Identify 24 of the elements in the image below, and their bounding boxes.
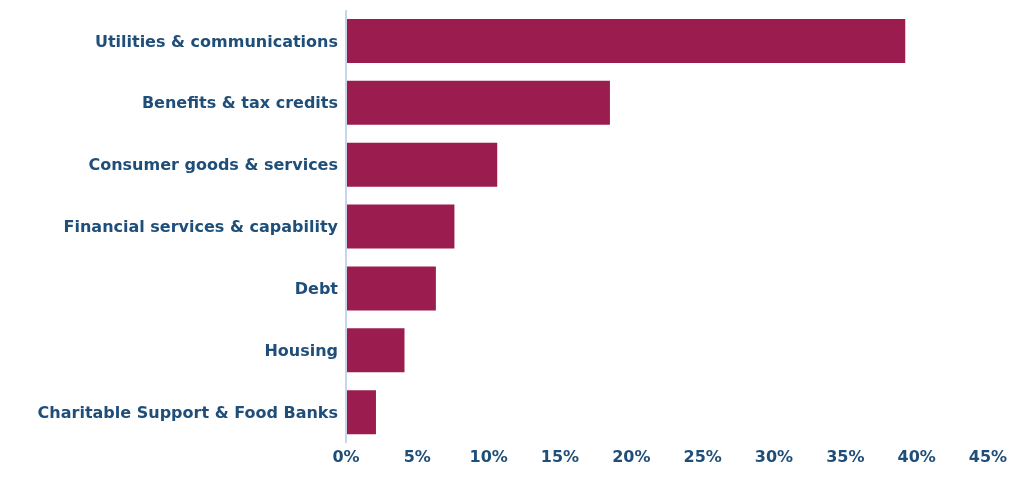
x-tick-label: 35% xyxy=(826,447,865,467)
bar xyxy=(346,204,455,249)
bar xyxy=(346,266,436,311)
x-tick-label: 10% xyxy=(469,447,508,467)
y-tick-label: Charitable Support & Food Banks xyxy=(37,402,338,422)
y-tick-label: Benefits & tax credits xyxy=(141,93,338,113)
x-tick-label: 30% xyxy=(754,447,794,467)
x-tick-label: 20% xyxy=(612,447,651,467)
x-tick-label: 15% xyxy=(540,447,580,467)
x-tick-label: 5% xyxy=(403,447,431,467)
x-tick-label: 25% xyxy=(683,447,722,467)
bar xyxy=(346,80,610,125)
y-tick-label: Financial services & capability xyxy=(63,217,339,237)
y-tick-label: Utilities & communications xyxy=(94,31,338,51)
bar xyxy=(346,328,405,373)
y-tick-label: Debt xyxy=(294,279,339,299)
x-tick-label: 45% xyxy=(968,447,1008,467)
bar xyxy=(346,142,498,187)
x-tick-label: 40% xyxy=(897,447,936,467)
y-tick-label: Consumer goods & services xyxy=(88,155,338,175)
bar xyxy=(346,19,906,63)
x-tick-label: 0% xyxy=(332,447,360,467)
bar xyxy=(346,390,376,435)
y-tick-label: Housing xyxy=(264,340,338,360)
